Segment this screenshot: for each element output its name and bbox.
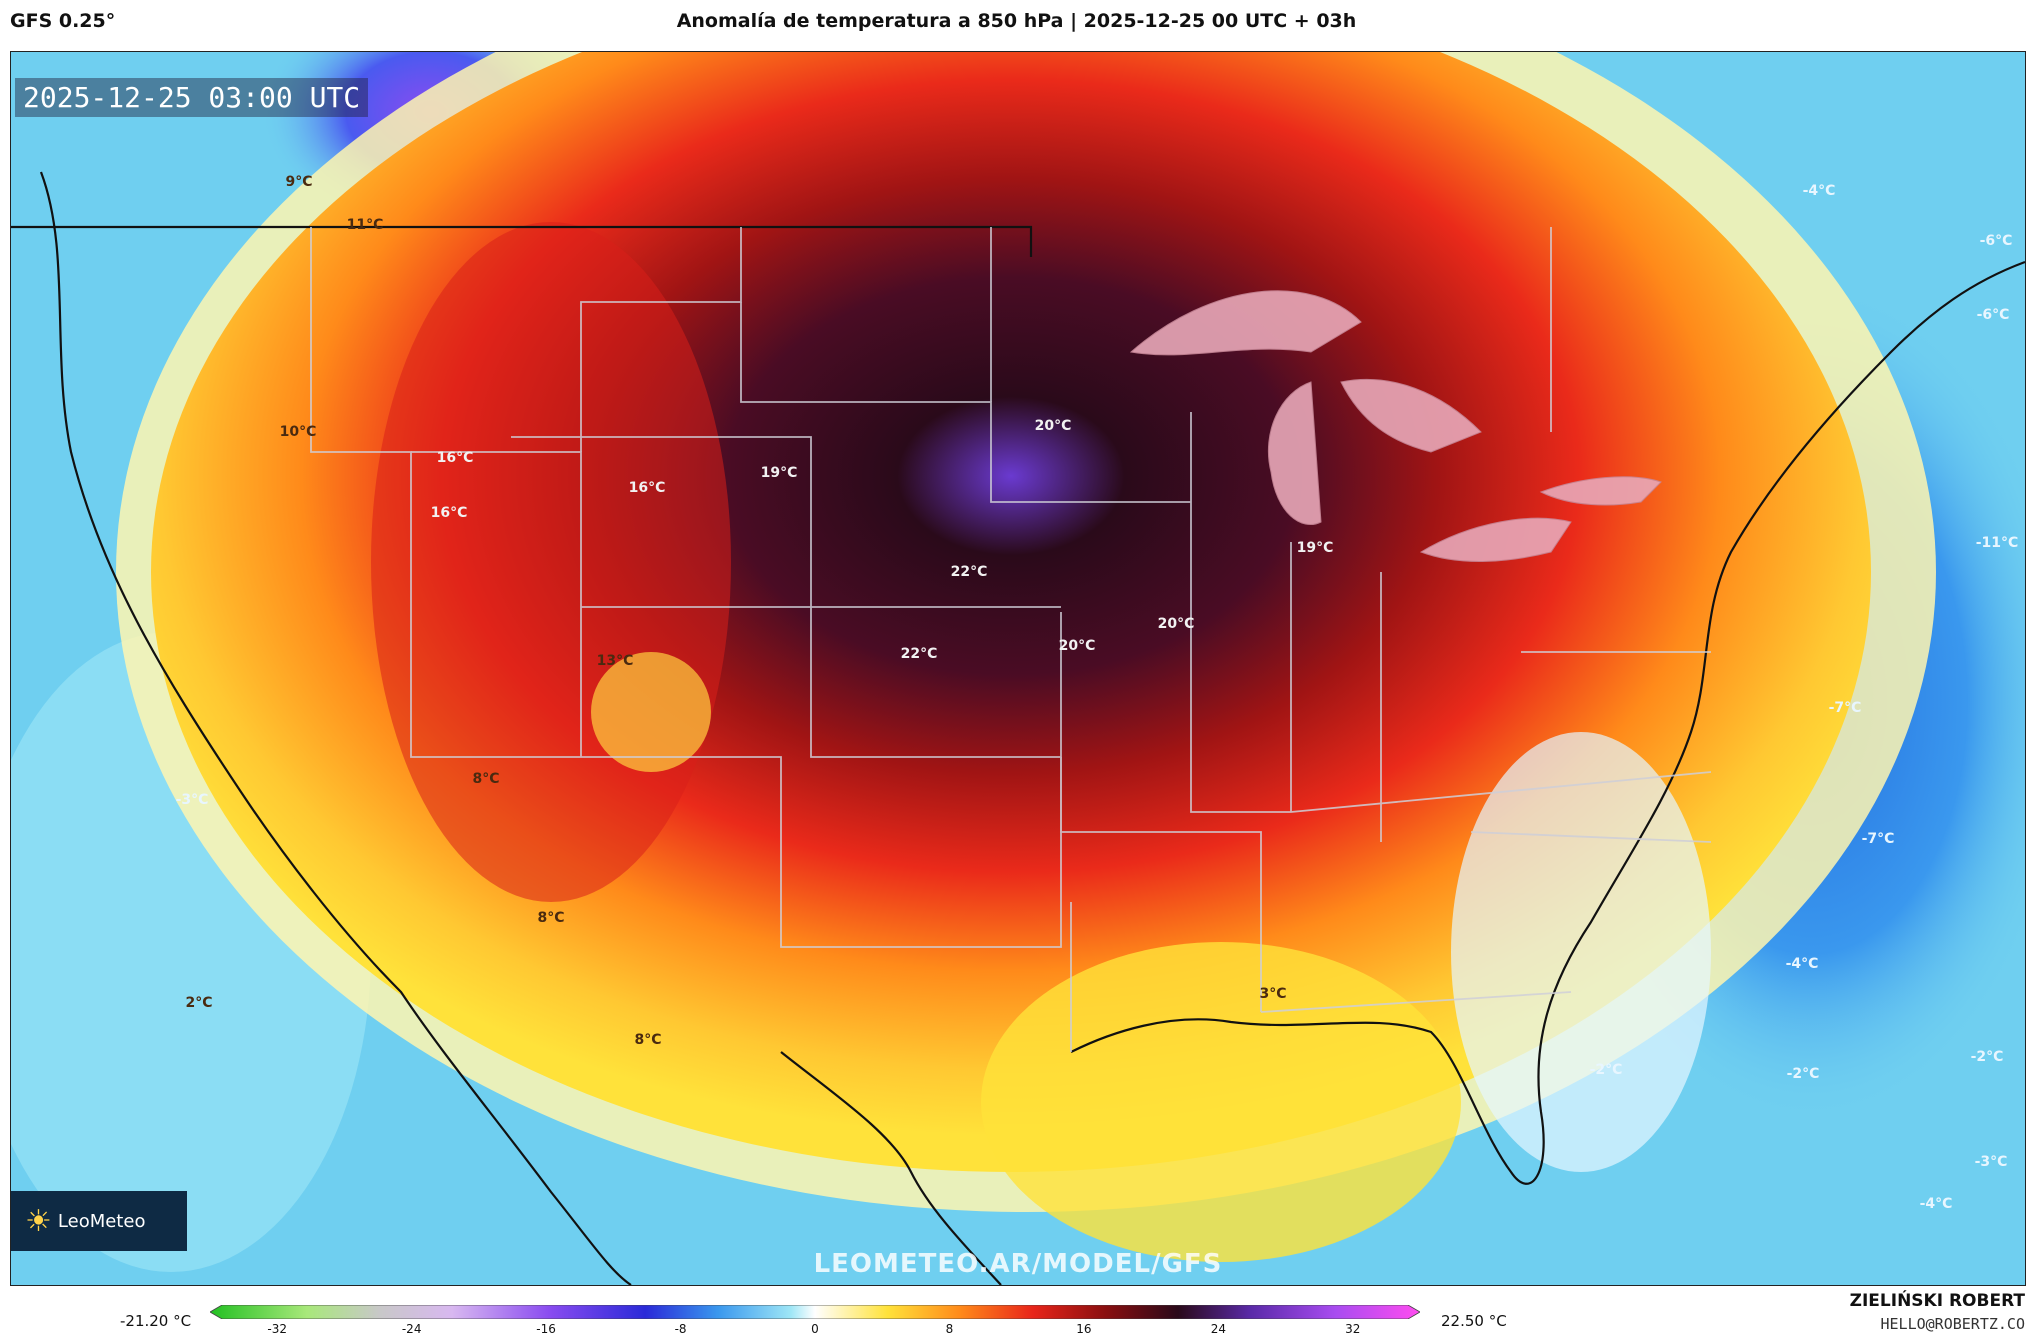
anomaly-label: -7°C bbox=[1828, 700, 1862, 716]
anomaly-label: -3°C bbox=[175, 792, 209, 808]
colorbar-tick-label: -32 bbox=[267, 1322, 288, 1336]
anomaly-label: -3°C bbox=[1974, 1154, 2008, 1170]
anomaly-label: -7°C bbox=[1861, 831, 1895, 847]
lake-huron bbox=[1340, 378, 1482, 453]
florida-cool-zone bbox=[1451, 732, 1711, 1172]
western-warm-band bbox=[371, 222, 731, 902]
colorbar-tick-label: 16 bbox=[1076, 1322, 1092, 1336]
texas-coastline bbox=[780, 1051, 1002, 1285]
anomaly-label: -2°C bbox=[1589, 1062, 1623, 1078]
author-email: HELLO@ROBERTZ.CO bbox=[1880, 1315, 2026, 1333]
lake-michigan bbox=[1267, 381, 1322, 525]
anomaly-label: 20°C bbox=[1058, 638, 1096, 654]
colorbar-max-label: 22.50 °C bbox=[1441, 1312, 1507, 1330]
colorbar-tick-label: 24 bbox=[1210, 1322, 1226, 1336]
anomaly-label: 16°C bbox=[628, 480, 666, 496]
canada-border bbox=[11, 225, 1033, 257]
anomaly-label: -6°C bbox=[1976, 307, 2010, 323]
anomaly-label: 22°C bbox=[900, 646, 938, 662]
anomaly-label: 16°C bbox=[436, 450, 474, 466]
source-watermark: LEOMETEO.AR/MODEL/GFS bbox=[813, 1249, 1223, 1279]
anomaly-label: 20°C bbox=[1034, 418, 1072, 434]
anomaly-label: 20°C bbox=[1157, 616, 1195, 632]
anomaly-label: 2°C bbox=[185, 995, 213, 1011]
anomaly-label: -4°C bbox=[1919, 1196, 1953, 1212]
model-label: GFS 0.25° bbox=[10, 10, 116, 32]
anomaly-label: 8°C bbox=[537, 910, 565, 926]
colorbar-tick-label: 0 bbox=[811, 1322, 819, 1336]
anomaly-label: 9°C bbox=[285, 174, 313, 190]
anomaly-label: 19°C bbox=[760, 465, 798, 481]
anomaly-label: -6°C bbox=[1979, 233, 2013, 249]
coastlines bbox=[11, 171, 2025, 1285]
colorbar-min-label: -21.20 °C bbox=[120, 1312, 192, 1330]
map-canvas bbox=[11, 52, 2025, 1285]
valid-time-label: 2025-12-25 03:00 UTC bbox=[15, 78, 369, 117]
anomaly-label: 10°C bbox=[279, 424, 317, 440]
anomaly-label: -4°C bbox=[1802, 183, 1836, 199]
anomaly-label: 8°C bbox=[634, 1032, 662, 1048]
colorbar-ramp bbox=[210, 1305, 1420, 1319]
logo-text: LeoMeteo bbox=[57, 1210, 146, 1232]
great-lakes bbox=[1129, 290, 1662, 562]
anomaly-label: -2°C bbox=[1786, 1066, 1820, 1082]
map-title: Anomalía de temperatura a 850 hPa | 2025… bbox=[676, 10, 1357, 32]
anomaly-label: 13°C bbox=[596, 653, 634, 669]
colorbar-tick-label: 32 bbox=[1345, 1322, 1361, 1336]
rockies-cooler-spot bbox=[591, 652, 711, 772]
anomaly-label: 16°C bbox=[430, 505, 468, 521]
anomaly-label: 22°C bbox=[950, 564, 988, 580]
anomaly-label: -4°C bbox=[1785, 956, 1819, 972]
anomaly-label: 8°C bbox=[472, 771, 500, 787]
anomaly-label: 19°C bbox=[1296, 540, 1334, 556]
colorbar-ticks: -32 -24 -16 -8 0 8 16 24 32 bbox=[210, 1322, 1420, 1340]
temperature-anomaly-map: 2025-12-25 03:00 UTC 9°C 11°C 10°C 16°C … bbox=[10, 51, 2026, 1286]
lake-superior bbox=[1129, 290, 1362, 356]
colorbar-tick-label: 8 bbox=[945, 1322, 954, 1336]
anomaly-label: -11°C bbox=[1975, 535, 2019, 551]
anomaly-label: -2°C bbox=[1970, 1049, 2004, 1065]
author-name: ZIELIŃSKI ROBERT bbox=[1849, 1291, 2025, 1311]
lake-ontario bbox=[1539, 476, 1662, 506]
pacific-coastline bbox=[39, 171, 632, 1285]
colorbar-tick-label: -24 bbox=[401, 1322, 422, 1336]
state-borders bbox=[310, 227, 1712, 1052]
atlantic-gulf-coastline bbox=[1070, 260, 2025, 1185]
colorbar-tick-label: -16 bbox=[536, 1322, 556, 1336]
sun-icon: ☀ bbox=[25, 1203, 52, 1239]
lake-erie bbox=[1419, 517, 1572, 562]
colorbar-tick-label: -8 bbox=[674, 1322, 687, 1336]
leometeo-logo: ☀ LeoMeteo bbox=[11, 1191, 187, 1251]
colorbar bbox=[210, 1305, 1420, 1319]
gulf-yellow-zone bbox=[981, 942, 1461, 1262]
anomaly-label: 3°C bbox=[1259, 986, 1287, 1002]
anomaly-label: 11°C bbox=[346, 217, 384, 233]
